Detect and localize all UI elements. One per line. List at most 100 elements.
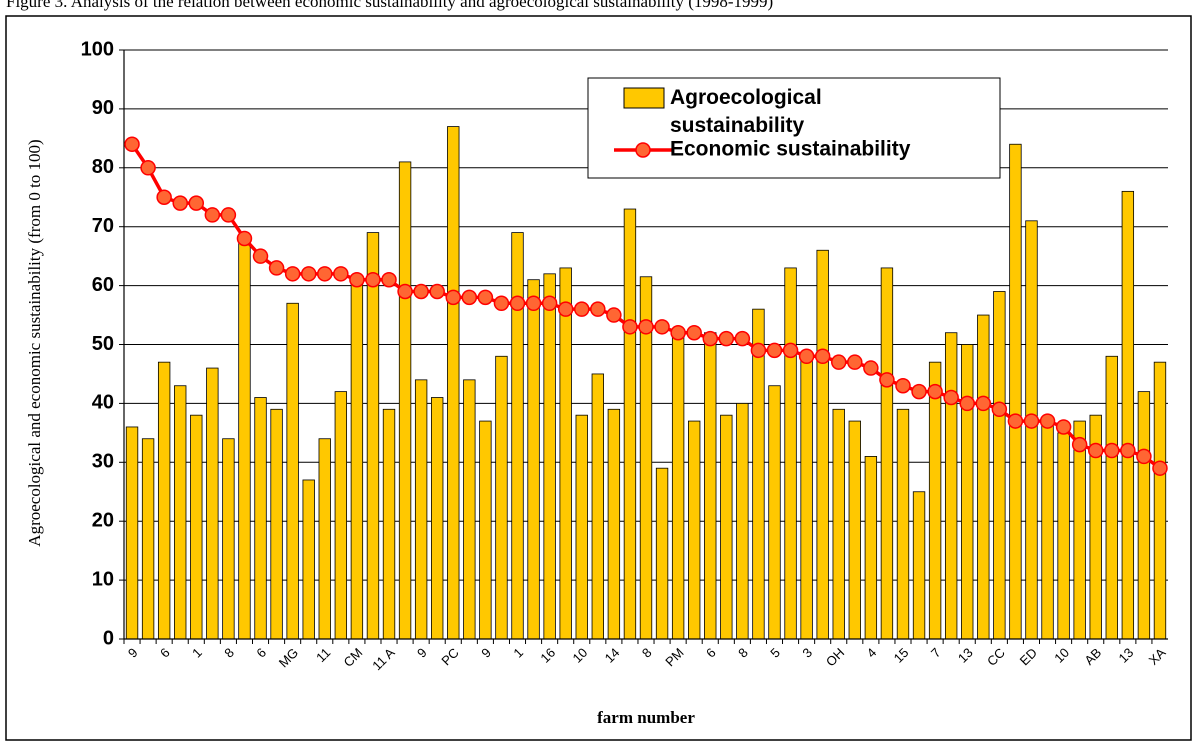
caption: Figure 3. Analysis of the relation betwe… bbox=[6, 0, 773, 11]
bar bbox=[174, 385, 187, 640]
marker bbox=[734, 330, 751, 347]
marker bbox=[1136, 448, 1152, 465]
bar bbox=[463, 379, 476, 640]
x-tick-label: XA bbox=[1146, 645, 1169, 668]
x-tick-label: 16 bbox=[537, 645, 558, 666]
marker bbox=[413, 283, 429, 300]
bar bbox=[864, 456, 878, 640]
bar bbox=[157, 361, 171, 640]
x-tick-label: 8 bbox=[735, 645, 751, 661]
bar bbox=[575, 414, 588, 640]
x-tick-label: CM bbox=[341, 645, 366, 670]
marker bbox=[268, 260, 285, 276]
x-tick-label: 9 bbox=[414, 645, 430, 661]
marker bbox=[814, 348, 831, 365]
marker bbox=[670, 324, 686, 341]
bar bbox=[784, 267, 797, 640]
marker bbox=[943, 389, 959, 406]
bar bbox=[511, 232, 524, 640]
bar bbox=[431, 397, 444, 640]
marker bbox=[557, 301, 574, 317]
x-tick-label: 13 bbox=[1116, 645, 1137, 666]
bar bbox=[238, 238, 251, 640]
marker bbox=[124, 136, 140, 152]
marker bbox=[365, 271, 381, 288]
marker bbox=[782, 342, 799, 359]
bar bbox=[607, 408, 621, 640]
marker bbox=[188, 195, 205, 211]
bar bbox=[447, 126, 460, 640]
frame bbox=[5, 15, 1192, 741]
marker bbox=[445, 289, 462, 306]
y-tick-label: 60 bbox=[92, 274, 114, 296]
y-tick-label: 80 bbox=[92, 156, 114, 178]
x-tick-label: 9 bbox=[478, 645, 494, 661]
bar bbox=[961, 344, 974, 640]
marker bbox=[959, 395, 975, 412]
bar bbox=[736, 402, 749, 640]
marker bbox=[220, 207, 237, 223]
y-tick-label: 30 bbox=[92, 451, 114, 473]
bar bbox=[1009, 143, 1022, 640]
y-tick-label: 10 bbox=[92, 568, 114, 590]
bar bbox=[350, 279, 364, 640]
bar bbox=[414, 379, 428, 640]
bar bbox=[398, 161, 412, 640]
marker bbox=[317, 266, 333, 282]
legend-marker bbox=[635, 142, 651, 158]
bar bbox=[993, 291, 1006, 640]
marker bbox=[300, 266, 317, 282]
x-tick-label: 8 bbox=[221, 645, 237, 661]
bar bbox=[527, 279, 540, 640]
marker bbox=[429, 283, 445, 300]
bar bbox=[125, 426, 139, 640]
x-tick-label: ED bbox=[1017, 645, 1040, 668]
x-tick-label: 6 bbox=[253, 645, 269, 661]
bar bbox=[671, 332, 685, 640]
y-tick-label: 20 bbox=[92, 509, 114, 531]
bar bbox=[1041, 420, 1054, 640]
marker bbox=[718, 330, 735, 347]
x-tick-label: 4 bbox=[864, 645, 880, 661]
x-tick-label: 9 bbox=[125, 645, 141, 661]
marker bbox=[590, 301, 606, 317]
bar bbox=[832, 408, 845, 640]
marker bbox=[638, 319, 654, 335]
marker bbox=[863, 360, 879, 376]
bar bbox=[704, 332, 717, 640]
x-tick-label: 8 bbox=[639, 645, 655, 661]
legend-swatch bbox=[623, 87, 665, 109]
marker bbox=[541, 295, 558, 312]
marker bbox=[156, 189, 172, 205]
bar bbox=[479, 420, 492, 640]
bar bbox=[752, 308, 765, 640]
marker bbox=[830, 354, 847, 370]
y-tick-label: 0 bbox=[103, 627, 114, 649]
marker bbox=[204, 207, 221, 223]
y-tick-label: 70 bbox=[92, 215, 114, 237]
marker bbox=[1071, 436, 1088, 453]
marker bbox=[879, 372, 895, 388]
bar bbox=[896, 408, 910, 640]
x-tick-label: 10 bbox=[1051, 645, 1072, 666]
marker bbox=[991, 401, 1008, 418]
marker bbox=[766, 342, 783, 359]
x-tick-label: PM bbox=[662, 645, 686, 669]
bar bbox=[928, 361, 942, 640]
bar bbox=[1121, 190, 1135, 640]
bar bbox=[141, 438, 155, 640]
bar bbox=[559, 267, 572, 640]
marker bbox=[798, 348, 815, 365]
x-tick-label: 3 bbox=[799, 645, 815, 661]
bar bbox=[1105, 355, 1118, 640]
marker bbox=[397, 283, 413, 300]
bar bbox=[977, 314, 990, 640]
x-tick-label: 7 bbox=[928, 645, 944, 661]
x-tick-label: 11 A bbox=[369, 645, 398, 674]
bar bbox=[1153, 361, 1167, 640]
marker bbox=[172, 195, 188, 211]
bar bbox=[318, 438, 331, 640]
bar bbox=[800, 355, 813, 640]
y-tick-label: 50 bbox=[92, 333, 114, 355]
